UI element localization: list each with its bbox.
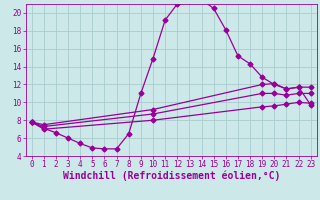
X-axis label: Windchill (Refroidissement éolien,°C): Windchill (Refroidissement éolien,°C) (62, 171, 280, 181)
